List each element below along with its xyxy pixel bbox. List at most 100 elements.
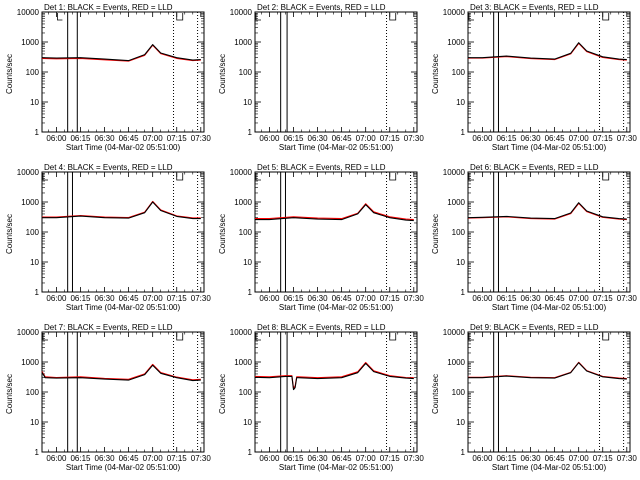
x-tick-label: 06:00 [259, 134, 280, 143]
y-tick-label: 100 [239, 68, 253, 77]
x-tick-label: 07:00 [569, 454, 590, 463]
x-tick-label: 07:15 [167, 134, 188, 143]
y-tick-label: 1 [248, 288, 253, 297]
y-tick-label: 1 [35, 128, 40, 137]
y-tick-label: 10000 [443, 328, 466, 337]
y-tick-label: 1000 [21, 198, 39, 207]
detector-panel-8: Det 8: BLACK = Events, RED = LLD 1 10 100 10… [218, 323, 424, 472]
y-tick-label: 10 [456, 258, 465, 267]
x-tick-label: 07:15 [167, 454, 188, 463]
x-tick-label: 06:30 [521, 294, 542, 303]
y-tick-label: 10000 [230, 168, 253, 177]
y-tick-label: 10 [456, 98, 465, 107]
x-axis-label: Start Time (04-Mar-02 05:51:00) [279, 303, 394, 312]
y-tick-label: 100 [239, 228, 253, 237]
y-tick-label: 1 [35, 288, 40, 297]
x-tick-label: 06:15 [283, 294, 304, 303]
x-axis-label: Start Time (04-Mar-02 05:51:00) [492, 143, 607, 152]
y-axis-label: Counts/sec [5, 214, 14, 254]
x-tick-label: 06:00 [472, 134, 493, 143]
x-tick-label: 07:15 [380, 294, 401, 303]
x-tick-label: 06:00 [472, 294, 493, 303]
events-series-line [255, 204, 414, 222]
x-tick-label: 07:15 [593, 134, 614, 143]
y-tick-label: 1 [248, 448, 253, 457]
events-series-line [468, 42, 627, 61]
y-tick-label: 1000 [234, 358, 252, 367]
x-tick-label: 06:15 [496, 294, 517, 303]
y-tick-label: 100 [452, 388, 466, 397]
events-series-line [467, 202, 627, 220]
events-series-line [254, 362, 414, 391]
start-marker [255, 13, 261, 21]
x-tick-label: 07:30 [617, 454, 638, 463]
panel-title: Det 3: BLACK = Events, RED = LLD [470, 3, 599, 12]
x-tick-label: 07:00 [569, 134, 590, 143]
x-tick-label: 07:15 [380, 134, 401, 143]
events-series-line [468, 362, 627, 380]
panel-title: Det 2: BLACK = Events, RED = LLD [257, 3, 386, 12]
y-tick-label: 10000 [230, 328, 253, 337]
lld-series-line [41, 363, 201, 381]
x-tick-label: 07:30 [191, 454, 212, 463]
x-tick-label: 06:45 [119, 454, 140, 463]
x-tick-label: 06:45 [332, 134, 353, 143]
events-series-line [41, 364, 201, 382]
start-marker [468, 173, 474, 181]
x-axis-label: Start Time (04-Mar-02 05:51:00) [279, 143, 394, 152]
x-tick-label: 06:00 [46, 294, 67, 303]
x-tick-label: 07:30 [191, 134, 212, 143]
x-tick-label: 06:45 [332, 294, 353, 303]
x-tick-label: 06:45 [119, 294, 140, 303]
y-tick-label: 10 [456, 418, 465, 427]
end-marker [176, 173, 184, 181]
x-axis-label: Start Time (04-Mar-02 05:51:00) [66, 463, 181, 472]
y-tick-label: 1 [461, 288, 466, 297]
y-tick-label: 1000 [21, 358, 39, 367]
start-marker [255, 333, 261, 341]
x-tick-label: 07:15 [593, 454, 614, 463]
x-tick-label: 06:15 [70, 454, 91, 463]
y-tick-label: 10000 [17, 168, 40, 177]
y-tick-label: 10 [243, 258, 252, 267]
start-marker [57, 13, 63, 21]
x-tick-label: 06:45 [545, 454, 566, 463]
detector-panel-6: Det 6: BLACK = Events, RED = LLD 1 10 100 10… [431, 163, 637, 312]
start-marker [468, 333, 474, 341]
events-series-line [41, 44, 201, 62]
x-tick-label: 06:15 [70, 134, 91, 143]
end-marker [602, 13, 610, 21]
y-tick-label: 1 [461, 128, 466, 137]
y-tick-label: 100 [452, 68, 466, 77]
x-tick-label: 07:15 [380, 454, 401, 463]
x-tick-label: 06:30 [521, 454, 542, 463]
x-tick-label: 06:00 [259, 454, 280, 463]
x-tick-label: 06:00 [259, 294, 280, 303]
lld-series-line [254, 361, 414, 389]
y-tick-label: 1000 [234, 198, 252, 207]
y-tick-label: 100 [239, 388, 253, 397]
x-tick-label: 06:30 [521, 134, 542, 143]
y-tick-label: 100 [26, 68, 40, 77]
panel-title: Det 5: BLACK = Events, RED = LLD [257, 163, 386, 172]
x-tick-label: 06:45 [332, 454, 353, 463]
x-tick-label: 07:00 [356, 134, 377, 143]
end-marker [176, 13, 184, 21]
x-tick-label: 07:30 [404, 454, 425, 463]
x-tick-label: 06:15 [283, 454, 304, 463]
y-axis-label: Counts/sec [218, 54, 227, 94]
x-tick-label: 07:30 [191, 294, 212, 303]
start-marker [42, 173, 48, 181]
y-axis-label: Counts/sec [218, 374, 227, 414]
end-marker [176, 333, 184, 341]
x-tick-label: 07:30 [617, 294, 638, 303]
x-axis-label: Start Time (04-Mar-02 05:51:00) [66, 303, 181, 312]
detector-panel-2: Det 2: BLACK = Events, RED = LLD 1 10 100 10… [218, 3, 424, 152]
x-tick-label: 06:45 [545, 134, 566, 143]
x-tick-label: 07:30 [404, 134, 425, 143]
detector-panel-1: Det 1: BLACK = Events, RED = LLD 1 10 100 10… [5, 3, 211, 152]
panel-title: Det 7: BLACK = Events, RED = LLD [44, 323, 173, 332]
y-tick-label: 100 [26, 228, 40, 237]
x-tick-label: 07:00 [143, 454, 164, 463]
y-tick-label: 1000 [21, 38, 39, 47]
